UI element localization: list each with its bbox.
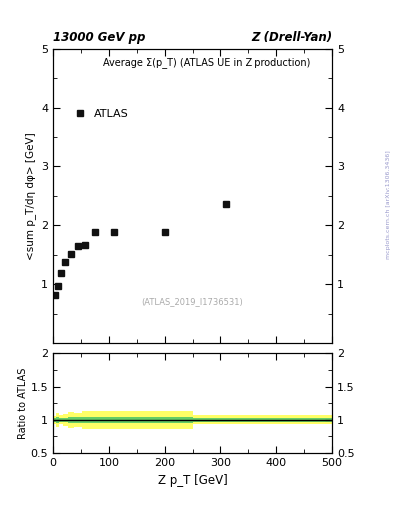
ATLAS <box>162 229 167 236</box>
Text: Z (Drell-Yan): Z (Drell-Yan) <box>251 31 332 44</box>
ATLAS <box>59 270 63 276</box>
Text: mcplots.cern.ch [arXiv:1306.3436]: mcplots.cern.ch [arXiv:1306.3436] <box>386 151 391 259</box>
X-axis label: Z p_T [GeV]: Z p_T [GeV] <box>158 474 228 486</box>
ATLAS <box>83 242 88 248</box>
ATLAS <box>68 250 73 257</box>
Text: 13000 GeV pp: 13000 GeV pp <box>53 31 145 44</box>
ATLAS <box>76 243 81 249</box>
Text: (ATLAS_2019_I1736531): (ATLAS_2019_I1736531) <box>142 297 243 306</box>
ATLAS <box>55 283 60 289</box>
Y-axis label: <sum p_T/dη dφ> [GeV]: <sum p_T/dη dφ> [GeV] <box>25 132 35 260</box>
ATLAS <box>112 229 117 236</box>
Text: Average Σ(p_T) (ATLAS UE in Z production): Average Σ(p_T) (ATLAS UE in Z production… <box>103 57 310 69</box>
ATLAS <box>53 292 58 298</box>
Y-axis label: Ratio to ATLAS: Ratio to ATLAS <box>18 368 28 439</box>
Legend: ATLAS: ATLAS <box>64 104 133 123</box>
Line: ATLAS: ATLAS <box>52 201 230 298</box>
ATLAS <box>63 259 68 265</box>
ATLAS <box>93 229 97 236</box>
ATLAS <box>224 201 228 207</box>
